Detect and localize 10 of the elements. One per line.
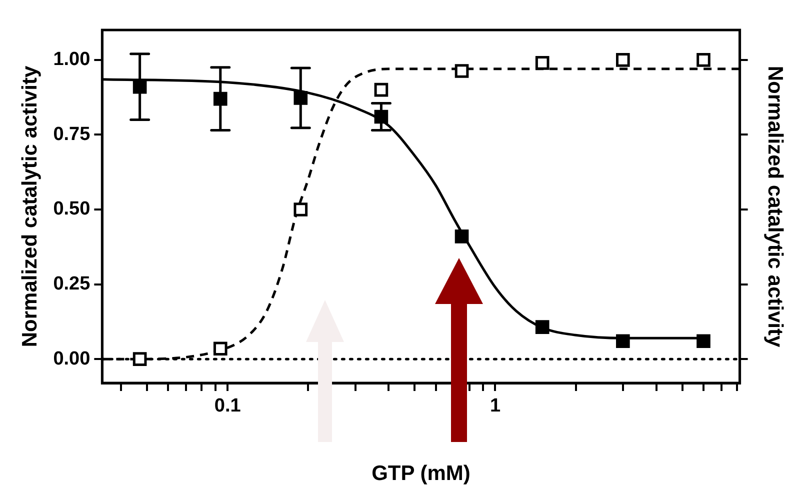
y-tick-label: 0.75 xyxy=(53,124,91,145)
y-axis-title: Normalized catalytic activity xyxy=(18,66,42,348)
x-axis-title: GTP (mM) xyxy=(372,462,470,486)
y-tick-label: 0.50 xyxy=(53,198,90,220)
y-tick-label: 1.00 xyxy=(53,49,90,70)
y-tick-label: 0.00 xyxy=(53,348,90,370)
x-tick-label: 1 xyxy=(490,396,501,417)
y2-axis-title: Normalized catalytic activity xyxy=(764,66,787,348)
x-tick-label: 0.1 xyxy=(214,396,242,417)
y-tick-label: 0.25 xyxy=(53,274,91,295)
